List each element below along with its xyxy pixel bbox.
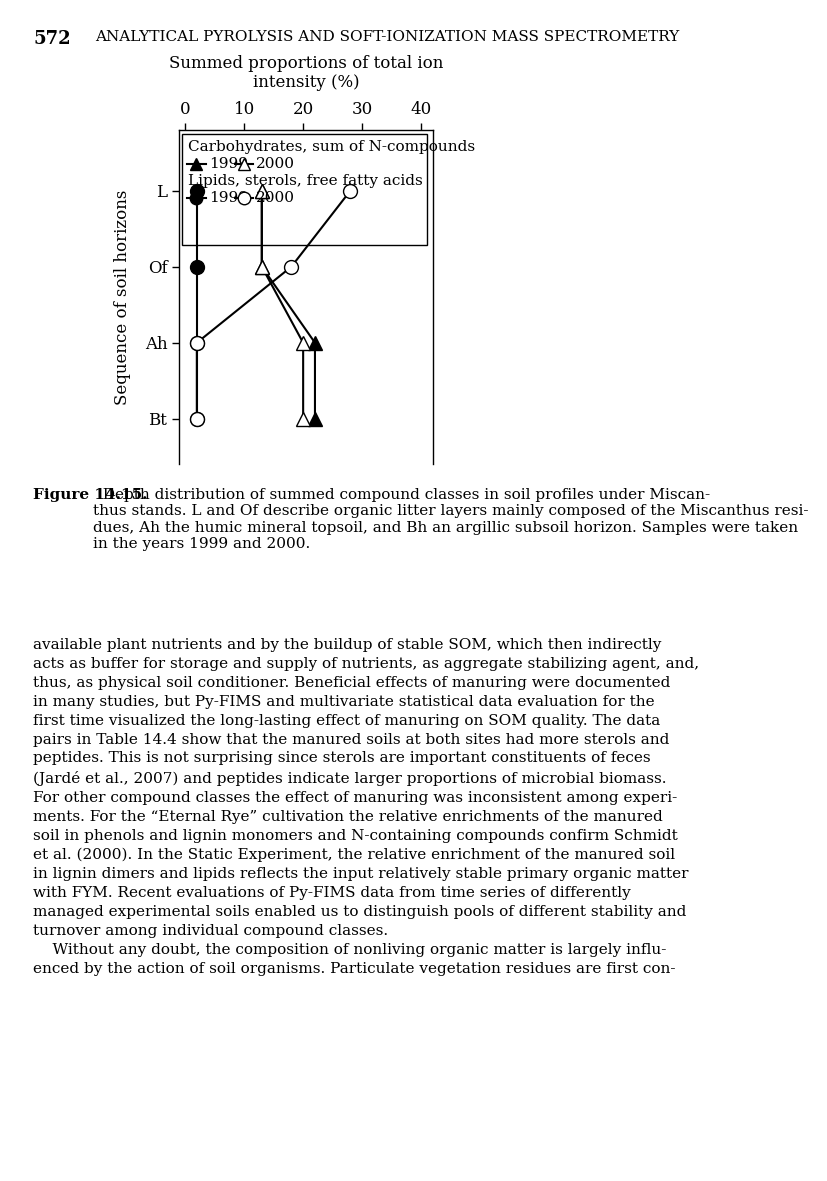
Text: Figure 14.15.: Figure 14.15.	[33, 488, 147, 502]
Text: Depth distribution of summed compound classes in soil profiles under Miscan-
thu: Depth distribution of summed compound cl…	[93, 488, 808, 550]
Text: available plant nutrients and by the buildup of stable SOM, which then indirectl: available plant nutrients and by the bui…	[33, 638, 699, 976]
Y-axis label: Sequence of soil horizons: Sequence of soil horizons	[114, 189, 131, 405]
Text: 572: 572	[33, 30, 70, 47]
Text: 2000: 2000	[256, 157, 295, 171]
Text: 1999: 1999	[208, 191, 247, 205]
Text: ANALYTICAL PYROLYSIS AND SOFT-IONIZATION MASS SPECTROMETRY: ANALYTICAL PYROLYSIS AND SOFT-IONIZATION…	[95, 30, 679, 44]
Text: 2000: 2000	[256, 191, 295, 205]
Text: Lipids, sterols, free fatty acids: Lipids, sterols, free fatty acids	[188, 174, 423, 188]
X-axis label: Summed proportions of total ion
intensity (%): Summed proportions of total ion intensit…	[169, 54, 443, 91]
Text: Carbohydrates, sum of N-compounds: Carbohydrates, sum of N-compounds	[188, 141, 475, 155]
Text: 1999: 1999	[208, 157, 247, 171]
